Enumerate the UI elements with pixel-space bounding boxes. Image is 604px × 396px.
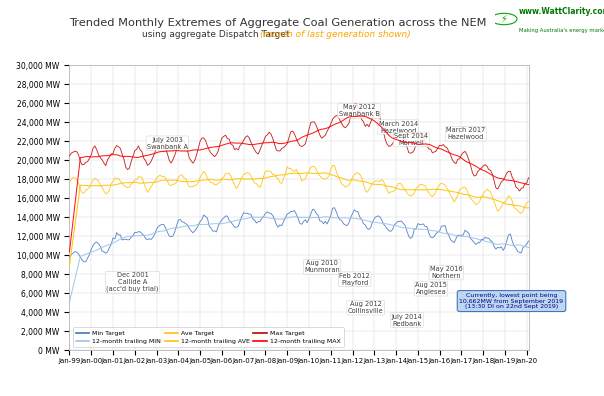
- Text: (month of last generation shown): (month of last generation shown): [260, 30, 411, 39]
- Text: Aug 2015
Anglesea: Aug 2015 Anglesea: [415, 282, 447, 295]
- Text: July 2014
Redbank: July 2014 Redbank: [391, 314, 422, 327]
- Text: Aug 2010
Munmoran: Aug 2010 Munmoran: [304, 260, 340, 273]
- Text: Making Australia's energy market understandable: Making Australia's energy market underst…: [519, 29, 604, 33]
- Text: Trended Monthly Extremes of Aggregate Coal Generation across the NEM: Trended Monthly Extremes of Aggregate Co…: [69, 18, 487, 28]
- Text: Aug 2012
Collinsville: Aug 2012 Collinsville: [348, 301, 384, 314]
- Text: May 2012
Swanbank B: May 2012 Swanbank B: [339, 105, 379, 118]
- Text: ⚡: ⚡: [501, 14, 507, 24]
- Text: using aggregate Dispatch Target: using aggregate Dispatch Target: [143, 30, 292, 39]
- Text: Feb 2012
Playford: Feb 2012 Playford: [339, 273, 370, 286]
- Text: March 2014
Hazelwood: March 2014 Hazelwood: [379, 121, 418, 133]
- Text: Sept 2014
Morwell: Sept 2014 Morwell: [394, 133, 428, 146]
- Text: March 2017
Hazelwood: March 2017 Hazelwood: [446, 127, 486, 140]
- Text: Dec 2001
Callide A
(acc'd buy trial): Dec 2001 Callide A (acc'd buy trial): [106, 272, 159, 292]
- Text: Currently, lowest point being
10,662MW from September 2019
(13:30 DI on 22nd Sep: Currently, lowest point being 10,662MW f…: [460, 293, 564, 309]
- Text: July 2003
Swanbank A: July 2003 Swanbank A: [147, 137, 188, 150]
- Text: May 2016
Northern: May 2016 Northern: [430, 266, 463, 279]
- Text: www.WattClarity.com.au: www.WattClarity.com.au: [519, 8, 604, 16]
- Legend: Min Target, 12-month trailing MIN, Ave Target, 12-month trailing AVE, Max Target: Min Target, 12-month trailing MIN, Ave T…: [72, 327, 344, 347]
